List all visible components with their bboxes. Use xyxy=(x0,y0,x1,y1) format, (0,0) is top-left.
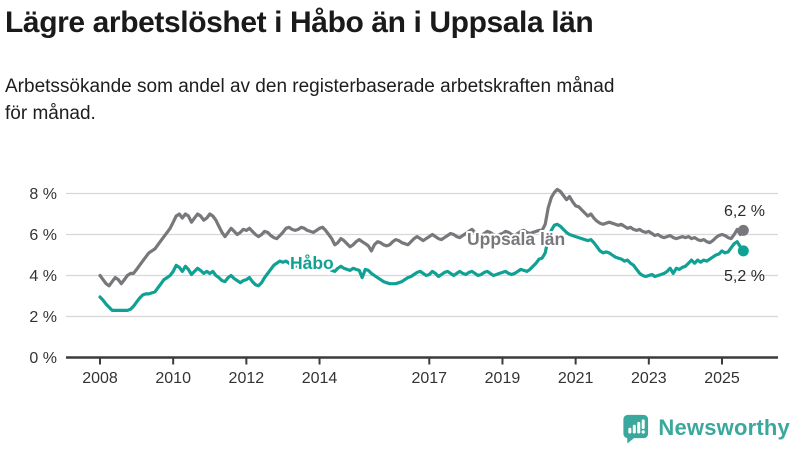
x-axis-tick-label: 2008 xyxy=(82,370,118,387)
y-axis-tick-label: 0 % xyxy=(29,350,57,367)
end-value-label-uppsala-lan: 6,2 % xyxy=(724,203,765,220)
series-label-uppsala-lan: Uppsala län xyxy=(467,229,565,249)
chart-subtitle: Arbetssökande som andel av den registerb… xyxy=(5,74,614,128)
x-axis-tick-label: 2021 xyxy=(558,370,594,387)
x-axis-tick-label: 2017 xyxy=(411,370,447,387)
chart-title: Lägre arbetslöshet i Håbo än i Uppsala l… xyxy=(5,6,594,39)
bar-chart-speech-bubble-icon xyxy=(623,414,649,443)
series-line-uppsala-lan xyxy=(98,187,745,288)
x-axis-tick-label: 2023 xyxy=(631,370,667,387)
x-axis-tick-label: 2019 xyxy=(485,370,521,387)
y-axis-tick-label: 8 % xyxy=(29,186,57,203)
series-end-dot-uppsala-lan xyxy=(737,224,749,236)
y-axis-tick-label: 4 % xyxy=(29,268,57,285)
y-axis-tick-label: 2 % xyxy=(29,309,57,326)
series-end-dot-habo xyxy=(737,245,749,257)
x-axis-tick-label: 2012 xyxy=(229,370,265,387)
x-axis-tick-label: 2025 xyxy=(704,370,740,387)
chart-subtitle-line-2: för månad. xyxy=(5,102,96,124)
x-axis-tick-label: 2010 xyxy=(155,370,191,387)
newsworthy-logo-text: Newsworthy xyxy=(658,414,790,440)
newsworthy-logo: Newsworthy xyxy=(620,412,790,443)
x-axis-tick-label: 2014 xyxy=(302,370,338,387)
chart-subtitle-line-1: Arbetssökande som andel av den registerb… xyxy=(5,76,615,97)
y-axis-tick-label: 6 % xyxy=(29,227,57,244)
end-value-label-habo: 5,2 % xyxy=(724,268,765,285)
series-line-habo xyxy=(98,222,745,312)
series-label-habo: Håbo xyxy=(290,253,334,273)
